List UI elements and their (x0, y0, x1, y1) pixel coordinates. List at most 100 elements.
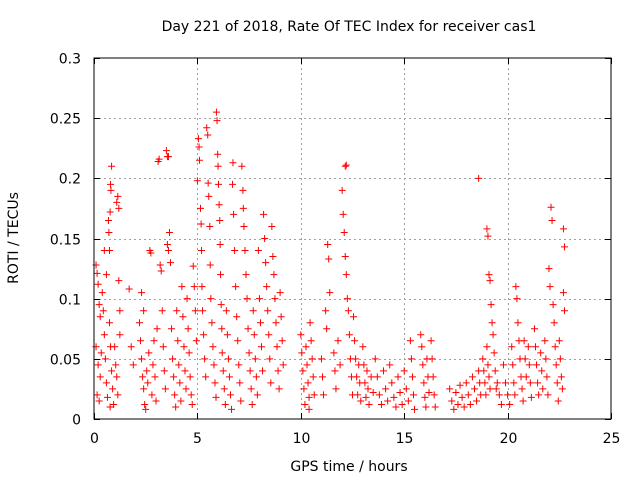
data-point (228, 405, 236, 413)
data-point (195, 143, 203, 151)
data-point (377, 401, 385, 409)
data-point (94, 361, 102, 369)
data-point (237, 397, 245, 405)
data-point (552, 361, 560, 369)
data-point (217, 301, 225, 309)
data-point (162, 147, 170, 155)
x-tick-label: 15 (396, 431, 414, 447)
y-axis-title: ROTI / TECUs (6, 192, 22, 284)
data-point (208, 319, 216, 327)
data-point (193, 177, 201, 185)
data-point (502, 379, 510, 387)
data-point (485, 373, 493, 381)
data-point (115, 204, 123, 212)
data-point (249, 307, 257, 315)
data-point (509, 361, 517, 369)
data-point (466, 401, 474, 409)
data-point (537, 349, 545, 357)
data-point (301, 401, 309, 409)
data-point (98, 289, 106, 297)
data-point (267, 379, 275, 387)
data-point (271, 295, 279, 303)
data-point (256, 319, 264, 327)
data-point (317, 355, 325, 363)
data-point (233, 313, 241, 321)
data-point (278, 337, 286, 345)
data-point (110, 401, 118, 409)
data-point (109, 385, 117, 393)
data-point (553, 379, 561, 387)
data-point (420, 379, 428, 387)
data-point (339, 210, 347, 218)
data-point (149, 361, 157, 369)
data-point (400, 367, 408, 375)
data-point (541, 337, 549, 345)
data-point (96, 373, 104, 381)
x-tick-label: 25 (603, 431, 621, 447)
data-point (141, 401, 149, 409)
data-point (219, 367, 227, 375)
data-point (471, 385, 479, 393)
data-point (181, 367, 189, 375)
data-point (375, 391, 383, 399)
data-point (106, 403, 114, 411)
data-point (560, 243, 568, 251)
data-point (497, 401, 505, 409)
data-point (560, 307, 568, 315)
data-point (450, 405, 458, 413)
data-points (92, 108, 568, 413)
data-point (226, 391, 234, 399)
data-point (512, 283, 520, 291)
data-point (260, 210, 268, 218)
data-point (418, 343, 426, 351)
data-point (232, 283, 240, 291)
data-point (163, 241, 171, 249)
data-point (167, 259, 175, 267)
data-point (402, 385, 410, 393)
y-tick-label: 0 (72, 413, 81, 429)
data-point (168, 325, 176, 333)
data-point (532, 343, 540, 351)
data-point (419, 361, 427, 369)
data-point (179, 313, 187, 321)
data-point (205, 192, 213, 200)
data-point (460, 403, 468, 411)
data-point (95, 301, 103, 309)
data-point (145, 349, 153, 357)
data-point (204, 179, 212, 187)
data-point (172, 403, 180, 411)
data-point (365, 401, 373, 409)
data-point (558, 385, 566, 393)
data-point (520, 337, 528, 345)
data-point (188, 401, 196, 409)
data-point (187, 391, 195, 399)
data-point (425, 389, 433, 397)
data-point (332, 385, 340, 393)
data-point (519, 397, 527, 405)
data-point (392, 403, 400, 411)
data-point (230, 210, 238, 218)
data-point (308, 355, 316, 363)
data-point (100, 331, 108, 339)
data-point (204, 131, 212, 139)
data-point (177, 397, 185, 405)
data-point (490, 349, 498, 357)
data-point (150, 337, 158, 345)
data-point (269, 253, 277, 261)
data-point (486, 385, 494, 393)
data-point (495, 391, 503, 399)
data-point (422, 403, 430, 411)
y-tick-label: 0.2 (59, 172, 81, 188)
data-point (107, 186, 115, 194)
data-point (103, 393, 111, 401)
data-point (307, 337, 315, 345)
data-point (194, 135, 202, 143)
data-point (411, 405, 419, 413)
data-point (108, 162, 116, 170)
data-point (454, 401, 462, 409)
data-point (155, 155, 163, 163)
data-point (319, 373, 327, 381)
data-point (127, 343, 135, 351)
data-point (336, 361, 344, 369)
data-point (350, 313, 358, 321)
